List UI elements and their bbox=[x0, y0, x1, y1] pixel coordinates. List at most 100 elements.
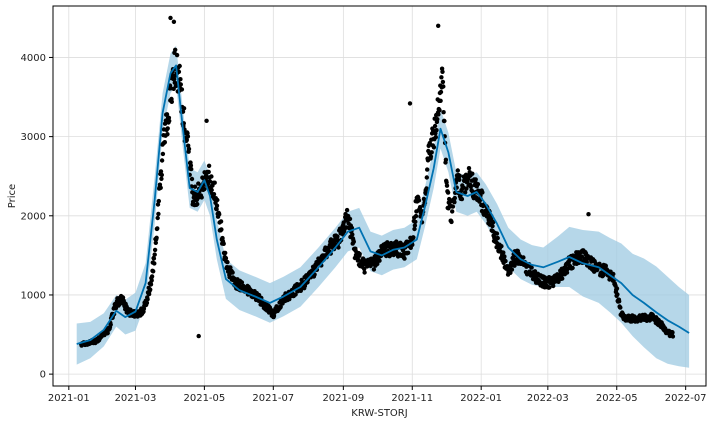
y-tick-label: 0 bbox=[40, 370, 46, 381]
observed-point bbox=[219, 227, 224, 232]
observed-point bbox=[177, 63, 182, 69]
observed-point bbox=[424, 175, 429, 180]
x-tick-label: 2021-03 bbox=[115, 393, 157, 404]
observed-point bbox=[160, 151, 166, 157]
observed-point bbox=[433, 135, 438, 140]
observed-point bbox=[611, 271, 616, 277]
observed-point bbox=[495, 235, 500, 241]
observed-point bbox=[490, 223, 495, 229]
observed-point bbox=[449, 219, 454, 225]
observed-point bbox=[215, 197, 220, 203]
x-axis-title: KRW-STORJ bbox=[351, 408, 407, 419]
observed-point bbox=[551, 283, 556, 289]
observed-point bbox=[499, 244, 504, 249]
observed-point bbox=[165, 126, 170, 131]
observed-point bbox=[214, 203, 220, 208]
observed-point bbox=[463, 190, 468, 195]
observed-point bbox=[223, 256, 229, 261]
observed-point bbox=[501, 250, 506, 255]
observed-point bbox=[149, 278, 154, 283]
observed-point bbox=[440, 69, 445, 75]
y-tick-label: 3000 bbox=[21, 132, 46, 143]
observed-point bbox=[547, 285, 552, 290]
observed-point bbox=[185, 134, 191, 139]
observed-point bbox=[218, 219, 224, 224]
observed-point bbox=[445, 190, 451, 195]
observed-point bbox=[603, 263, 608, 268]
observed-point bbox=[357, 251, 362, 257]
observed-point bbox=[441, 110, 446, 115]
observed-point bbox=[192, 184, 198, 189]
plot-frame bbox=[52, 5, 707, 387]
observed-point bbox=[169, 99, 174, 105]
observed-point bbox=[212, 180, 217, 185]
observed-point bbox=[413, 219, 418, 224]
observed-point bbox=[412, 226, 417, 232]
observed-point bbox=[428, 154, 434, 159]
observed-point bbox=[189, 166, 194, 172]
observed-point bbox=[156, 198, 161, 204]
observed-point bbox=[356, 257, 361, 262]
observed-point bbox=[344, 207, 350, 213]
observed-outlier-point bbox=[204, 118, 209, 124]
observed-point bbox=[442, 118, 447, 124]
observed-point bbox=[455, 168, 460, 173]
observed-point bbox=[230, 270, 235, 275]
observed-point bbox=[174, 52, 180, 58]
observed-point bbox=[162, 140, 167, 145]
observed-outlier-point bbox=[407, 101, 413, 106]
observed-point bbox=[416, 198, 422, 203]
observed-outlier-point bbox=[196, 333, 201, 339]
observed-point bbox=[189, 176, 195, 182]
observed-point bbox=[494, 231, 500, 236]
observed-point bbox=[159, 176, 164, 181]
observed-point bbox=[173, 47, 178, 52]
y-axis-title: Price bbox=[7, 184, 18, 208]
uncertainty-band bbox=[76, 45, 690, 368]
observed-point bbox=[228, 265, 233, 270]
observed-outlier-point bbox=[436, 23, 441, 28]
observed-point bbox=[459, 196, 465, 202]
observed-point bbox=[670, 330, 675, 335]
uncertainty-interval bbox=[76, 45, 690, 368]
observed-point bbox=[444, 180, 449, 185]
x-tick-label: 2021-01 bbox=[48, 393, 90, 404]
observed-point bbox=[158, 185, 163, 190]
observed-point bbox=[151, 269, 156, 274]
observed-point bbox=[207, 179, 213, 184]
observed-point bbox=[156, 211, 161, 217]
observed-point bbox=[221, 241, 226, 246]
observed-point bbox=[444, 183, 450, 188]
observed-point bbox=[427, 140, 432, 146]
observed-point bbox=[179, 87, 185, 92]
observed-point bbox=[181, 106, 187, 111]
observed-point bbox=[614, 286, 620, 291]
observed-point bbox=[350, 232, 355, 237]
observed-point bbox=[406, 250, 411, 255]
observed-point bbox=[178, 77, 183, 82]
observed-point bbox=[429, 150, 434, 155]
observed-point bbox=[155, 202, 161, 207]
observed-point bbox=[421, 196, 427, 202]
observed-point bbox=[491, 220, 496, 225]
observed-point bbox=[452, 200, 457, 205]
observed-point bbox=[377, 258, 382, 263]
forecast-line-layer bbox=[76, 64, 690, 345]
observed-point bbox=[438, 89, 444, 95]
observed-point bbox=[529, 265, 534, 270]
observed-point bbox=[565, 267, 570, 272]
observed-point bbox=[186, 146, 192, 152]
observed-point bbox=[159, 172, 164, 178]
observed-point bbox=[670, 334, 676, 339]
observed-point bbox=[362, 266, 367, 272]
y-tick-label: 2000 bbox=[21, 211, 46, 222]
observed-point bbox=[618, 305, 623, 310]
observed-point bbox=[152, 252, 157, 257]
observed-point bbox=[441, 84, 446, 89]
observed-point bbox=[164, 112, 170, 117]
observed-point bbox=[450, 204, 456, 209]
observed-point bbox=[417, 205, 423, 210]
observed-point bbox=[214, 207, 219, 212]
x-tick-label: 2021-11 bbox=[391, 393, 433, 404]
observed-point bbox=[206, 169, 211, 175]
